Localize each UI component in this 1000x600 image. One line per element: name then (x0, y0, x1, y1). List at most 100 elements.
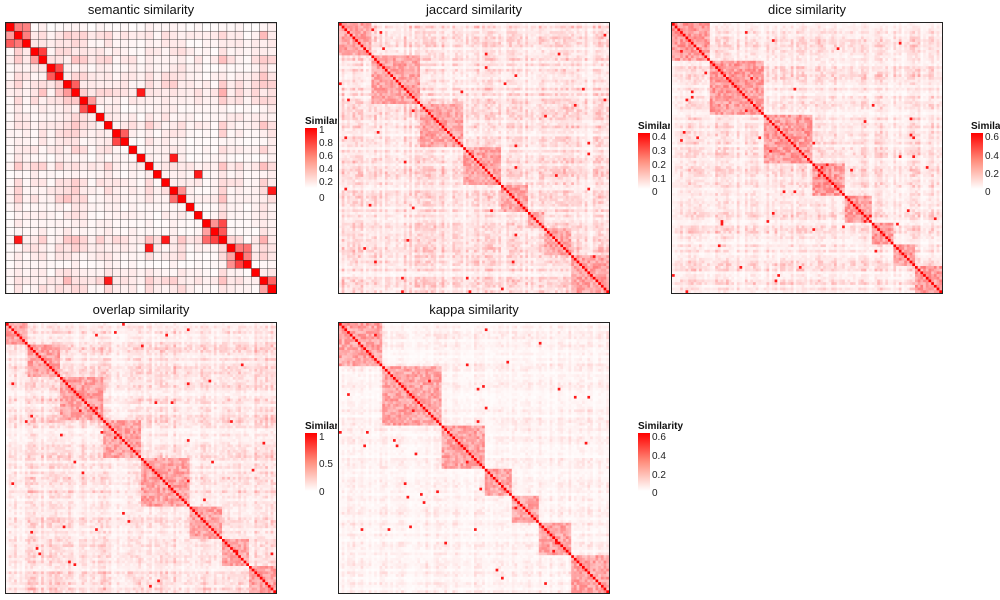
heatmap-cell (363, 66, 367, 70)
heatmap-cell (571, 68, 575, 72)
heatmap-cell (563, 112, 567, 116)
heatmap-cell (595, 23, 599, 26)
heatmap-cell (447, 85, 450, 89)
heatmap-cell (414, 122, 418, 126)
heatmap-cell (565, 77, 569, 80)
heatmap-cell (414, 87, 418, 91)
heatmap-cell (374, 74, 378, 78)
heatmap-cell (169, 55, 179, 65)
heatmap-cell (546, 95, 550, 99)
heatmap-cell (390, 101, 394, 105)
heatmap-cell (592, 33, 596, 37)
heatmap-cell (6, 235, 15, 245)
heatmap-cell (352, 60, 356, 64)
heatmap-cell (13, 120, 23, 130)
heatmap-cell (517, 66, 521, 70)
heatmap-cell (603, 31, 607, 35)
heatmap-cell (468, 47, 472, 51)
heatmap-cell (243, 219, 252, 229)
heatmap-cell (519, 58, 523, 62)
heatmap-cell (444, 44, 448, 48)
heatmap-cell (490, 101, 494, 105)
heatmap-cell (533, 79, 537, 83)
heatmap-cell (555, 33, 558, 37)
heatmap-cell (395, 87, 399, 91)
heatmap-cell (46, 276, 56, 286)
heatmap-cell (393, 98, 396, 102)
heatmap-cell (600, 60, 604, 64)
heatmap-cell (387, 90, 391, 94)
heatmap-cell (528, 98, 531, 102)
heatmap-cell (582, 109, 585, 113)
legend-tick: 0.4 (319, 165, 333, 175)
heatmap-cell (444, 122, 448, 126)
heatmap-cell (355, 120, 359, 124)
heatmap-cell (519, 66, 523, 70)
heatmap-cell (409, 55, 413, 59)
heatmap-cell (571, 122, 575, 126)
heatmap-cell (495, 125, 499, 129)
heatmap-cell (425, 93, 429, 97)
heatmap-cell (193, 63, 203, 73)
heatmap-cell (592, 31, 596, 35)
heatmap-cell (54, 178, 64, 188)
heatmap-cell (169, 153, 179, 163)
heatmap-cell (63, 23, 72, 32)
heatmap-cell (598, 87, 602, 91)
heatmap-cell (509, 60, 513, 64)
heatmap-cell (401, 23, 405, 26)
heatmap-cell (587, 25, 591, 29)
heatmap-cell (169, 260, 179, 269)
heatmap-cell (360, 85, 364, 89)
heatmap-cell (387, 114, 391, 118)
heatmap-cell (344, 90, 348, 94)
heatmap-cell (63, 120, 72, 130)
heatmap-cell (468, 125, 472, 129)
heatmap-cell (398, 122, 402, 126)
heatmap-cell (576, 106, 580, 110)
heatmap-cell (514, 82, 518, 86)
heatmap-cell (436, 109, 440, 113)
heatmap-cell (153, 178, 162, 188)
heatmap-cell (549, 33, 553, 37)
heatmap-cell (46, 88, 56, 98)
heatmap-cell (457, 50, 461, 53)
heatmap-cell (541, 63, 545, 67)
heatmap-cell (87, 227, 97, 237)
heatmap-cell (395, 114, 399, 118)
heatmap-cell (444, 25, 448, 29)
heatmap-cell (509, 98, 513, 102)
heatmap-cell (366, 85, 369, 89)
heatmap-cell (352, 95, 356, 99)
heatmap-cell (95, 170, 105, 179)
heatmap-cell (595, 109, 599, 113)
heatmap-cell (476, 109, 480, 113)
heatmap-cell (422, 112, 426, 116)
heatmap-cell (360, 71, 364, 75)
heatmap-cell (95, 137, 105, 147)
heatmap-cell (347, 85, 351, 89)
heatmap-cell (144, 120, 154, 130)
heatmap-cell (522, 106, 526, 110)
heatmap-cell (498, 60, 502, 64)
heatmap-cell (226, 178, 236, 188)
heatmap-cell (563, 114, 567, 118)
heatmap-cell (112, 227, 122, 237)
heatmap-cell (433, 47, 437, 51)
heatmap-cell (267, 80, 276, 89)
heatmap-cell (603, 117, 607, 121)
heatmap-cell (517, 60, 521, 64)
heatmap-cell (444, 114, 448, 118)
heatmap-cell (112, 129, 122, 139)
heatmap-cell (538, 33, 542, 37)
heatmap-cell (541, 44, 545, 48)
heatmap-cell (457, 90, 461, 94)
heatmap-cell (514, 60, 518, 64)
heatmap-cell (403, 125, 407, 129)
heatmap-cell (347, 74, 351, 78)
heatmap-cell (436, 41, 440, 45)
heatmap-cell (120, 276, 130, 286)
heatmap-cell (267, 227, 276, 237)
heatmap-cell (425, 90, 429, 94)
heatmap-cell (465, 101, 469, 105)
